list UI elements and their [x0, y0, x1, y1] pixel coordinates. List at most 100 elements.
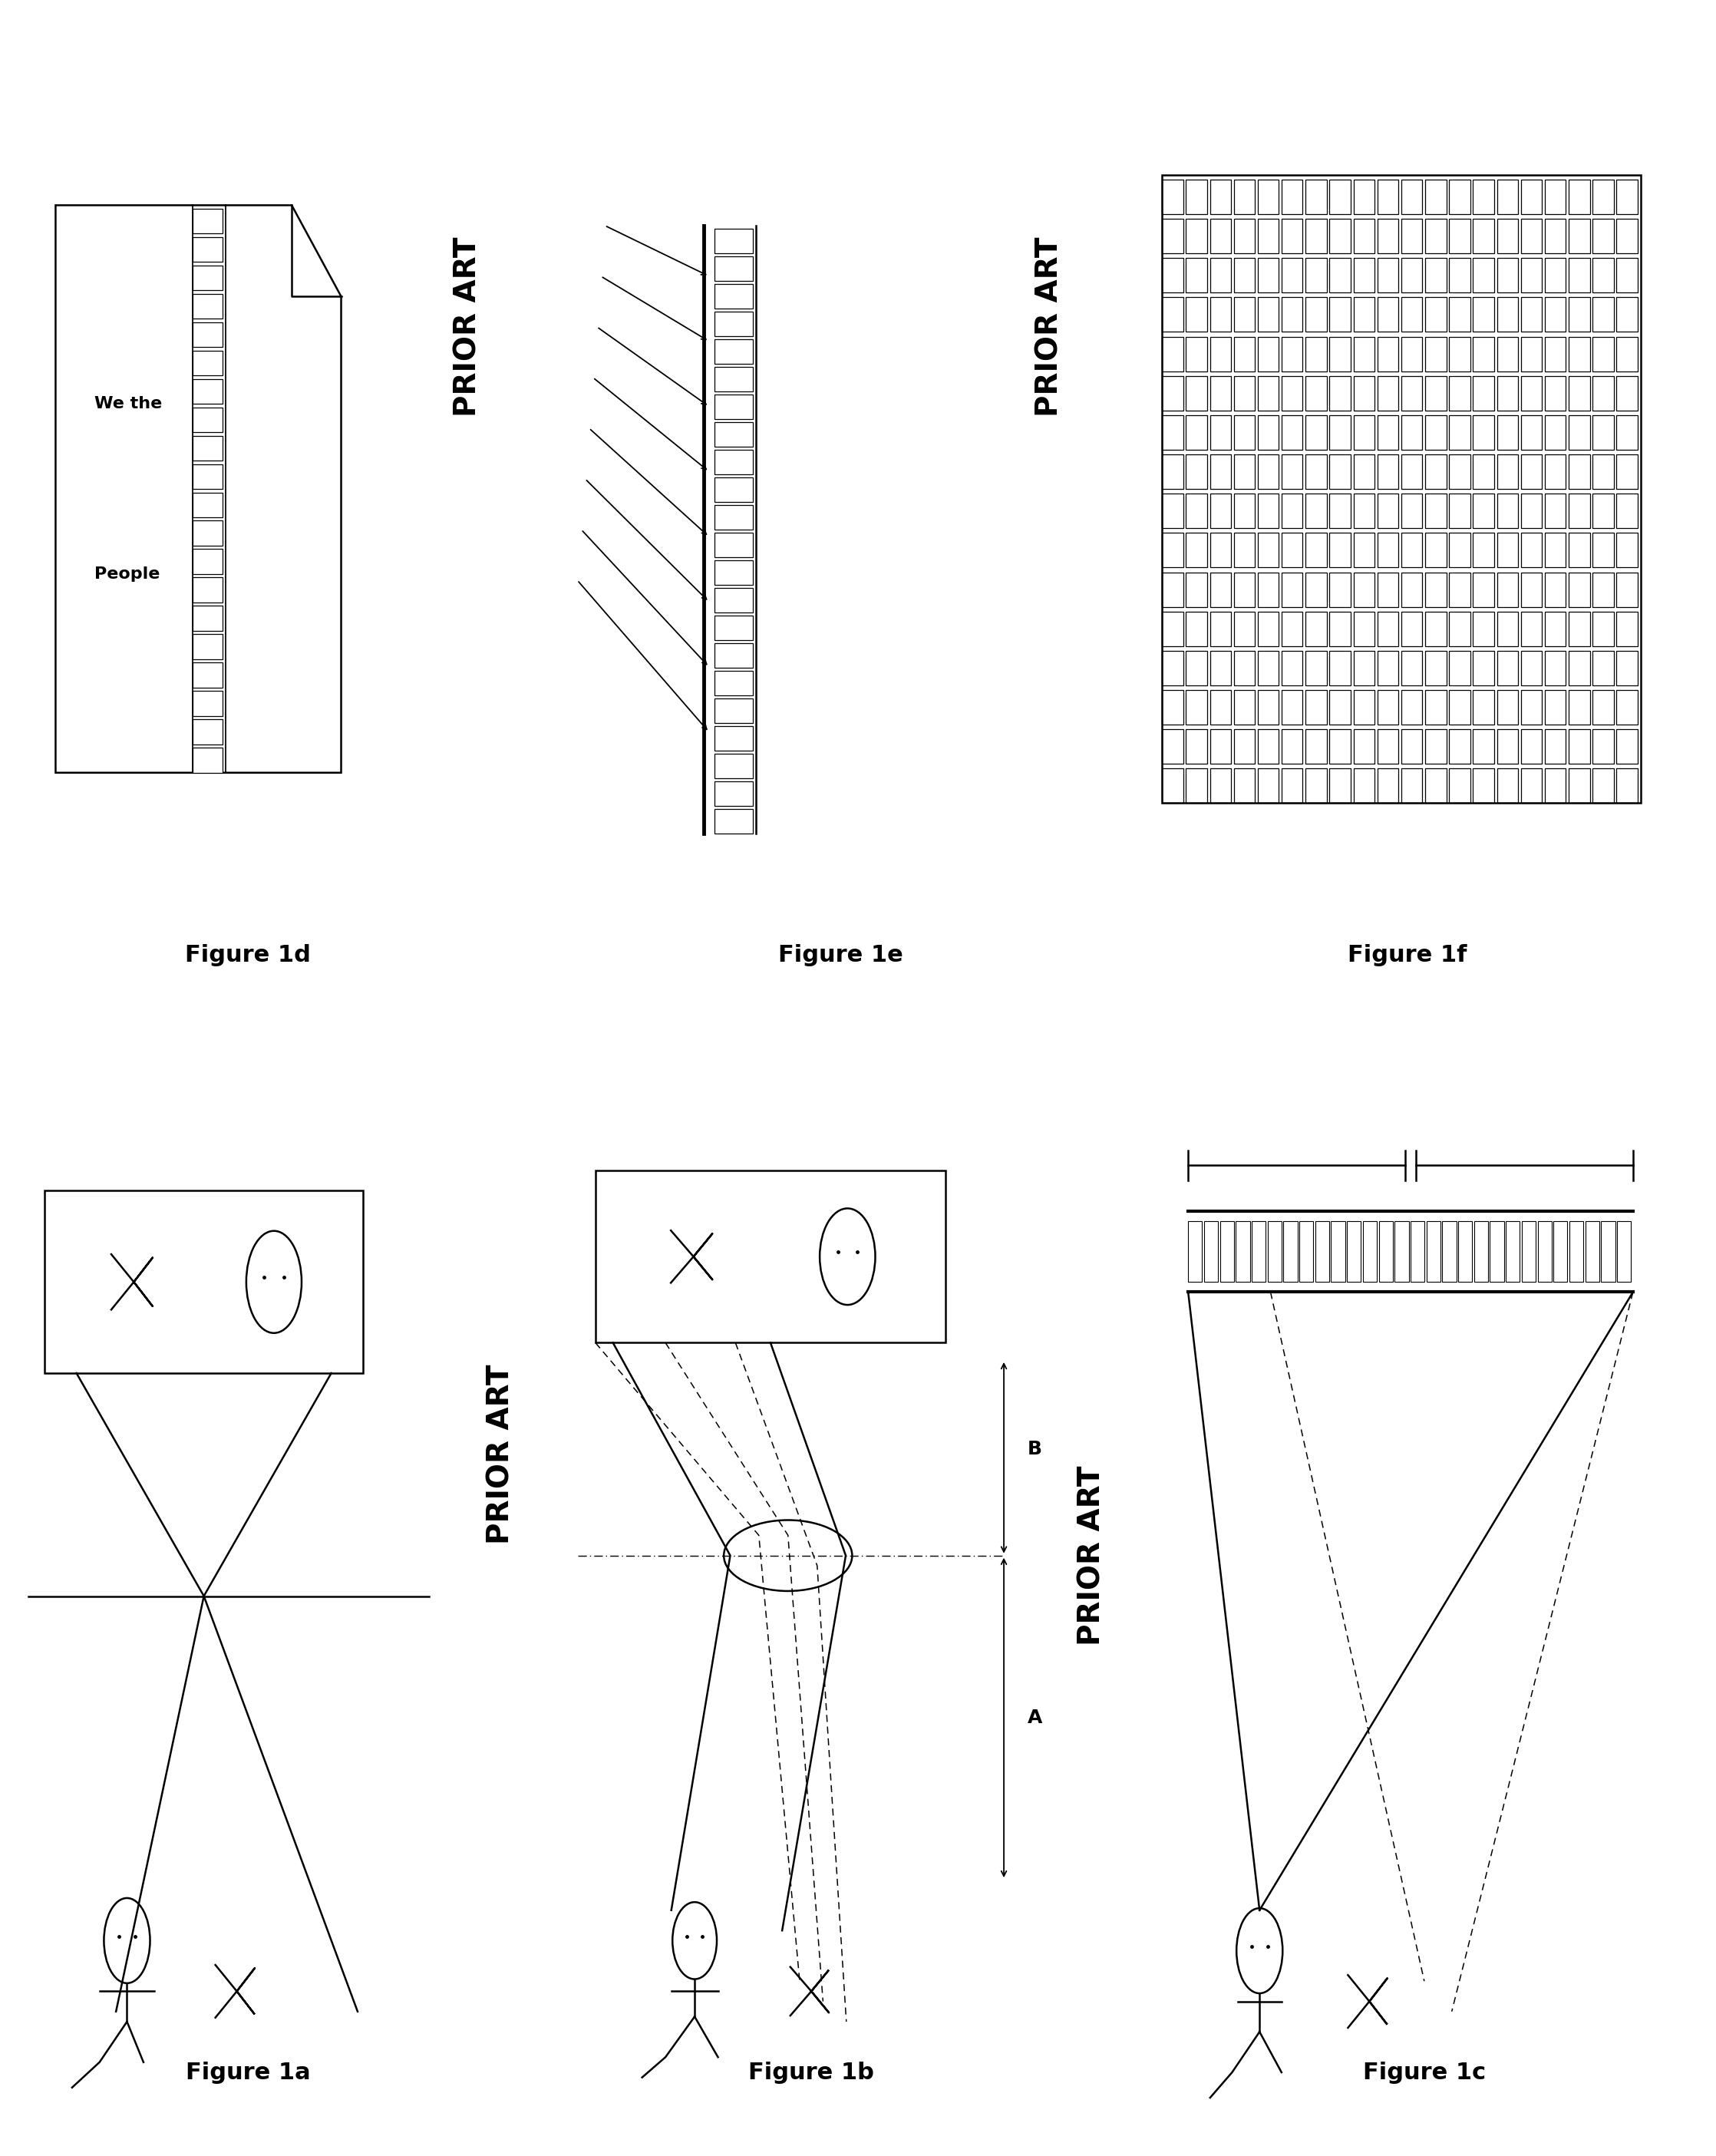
Bar — [1402, 336, 1423, 371]
Bar — [1426, 612, 1447, 647]
Bar — [1234, 612, 1254, 647]
Bar — [1162, 729, 1182, 763]
Bar — [1544, 571, 1567, 606]
Bar — [1354, 455, 1375, 489]
Bar — [1186, 690, 1206, 724]
Bar — [1472, 416, 1495, 451]
Bar — [1186, 375, 1206, 410]
Bar — [1592, 533, 1613, 567]
Bar — [1496, 768, 1519, 802]
Bar — [1162, 455, 1182, 489]
Bar — [1210, 612, 1230, 647]
Bar — [1330, 455, 1350, 489]
Bar — [1520, 729, 1543, 763]
Bar — [1448, 298, 1471, 332]
Bar — [1354, 336, 1375, 371]
Bar — [1187, 1220, 1203, 1283]
Bar — [1210, 768, 1230, 802]
Bar — [1616, 1220, 1630, 1283]
Bar — [1472, 612, 1495, 647]
Bar — [1592, 571, 1613, 606]
Bar — [1330, 494, 1350, 528]
Bar — [1236, 1220, 1249, 1283]
Bar — [1354, 179, 1375, 213]
Bar — [1258, 533, 1278, 567]
Bar — [1402, 298, 1423, 332]
Bar — [1210, 218, 1230, 254]
Bar — [1186, 494, 1206, 528]
Bar — [1186, 259, 1206, 293]
Bar — [1162, 375, 1182, 410]
Bar — [1426, 179, 1447, 213]
Bar — [1568, 494, 1589, 528]
Bar — [1472, 494, 1495, 528]
Bar — [1234, 729, 1254, 763]
Bar — [1448, 729, 1471, 763]
Bar — [1205, 1220, 1218, 1283]
Bar — [1570, 1220, 1584, 1283]
Bar — [1395, 1220, 1409, 1283]
Bar — [714, 505, 753, 530]
Bar — [1544, 259, 1567, 293]
Bar — [1426, 1220, 1440, 1283]
Bar — [1268, 1220, 1282, 1283]
Bar — [1210, 494, 1230, 528]
Bar — [1616, 612, 1637, 647]
Bar — [1234, 455, 1254, 489]
Bar — [1258, 336, 1278, 371]
Bar — [1234, 298, 1254, 332]
Bar — [1459, 1220, 1472, 1283]
Bar — [1210, 651, 1230, 686]
Bar — [1496, 416, 1519, 451]
Bar — [1378, 571, 1399, 606]
Bar — [1426, 651, 1447, 686]
Bar — [1306, 571, 1326, 606]
Bar — [1568, 375, 1589, 410]
Bar — [1616, 416, 1637, 451]
Text: Figure 1a: Figure 1a — [185, 2061, 311, 2083]
Bar — [1210, 533, 1230, 567]
Text: Figure 1c: Figure 1c — [1363, 2061, 1486, 2083]
Bar — [1496, 218, 1519, 254]
Bar — [192, 492, 223, 517]
Bar — [1282, 375, 1302, 410]
Bar — [1258, 375, 1278, 410]
Bar — [1234, 651, 1254, 686]
Bar — [1507, 1220, 1520, 1283]
Bar — [1402, 690, 1423, 724]
Bar — [1306, 533, 1326, 567]
Bar — [1616, 336, 1637, 371]
Text: PRIOR ART: PRIOR ART — [486, 1365, 515, 1544]
Bar — [1472, 336, 1495, 371]
Bar — [1448, 336, 1471, 371]
Bar — [1186, 179, 1206, 213]
Bar — [1448, 533, 1471, 567]
Bar — [1426, 455, 1447, 489]
Bar — [1354, 651, 1375, 686]
Bar — [1496, 298, 1519, 332]
Bar — [1282, 494, 1302, 528]
Bar — [1402, 179, 1423, 213]
Bar — [714, 395, 753, 418]
Bar — [1162, 690, 1182, 724]
Bar — [1258, 729, 1278, 763]
Bar — [1306, 494, 1326, 528]
Text: B: B — [1028, 1440, 1042, 1457]
Bar — [1284, 1220, 1297, 1283]
Bar — [1330, 375, 1350, 410]
Bar — [1520, 571, 1543, 606]
Bar — [1544, 336, 1567, 371]
Bar — [1354, 612, 1375, 647]
Bar — [1186, 612, 1206, 647]
Bar — [714, 313, 753, 336]
Bar — [1330, 336, 1350, 371]
Bar — [1472, 651, 1495, 686]
Bar — [1162, 494, 1182, 528]
Bar — [1402, 259, 1423, 293]
Bar — [1162, 651, 1182, 686]
Bar — [192, 321, 223, 347]
Bar — [1520, 768, 1543, 802]
Bar — [192, 237, 223, 263]
Bar — [1363, 1220, 1376, 1283]
Bar — [192, 265, 223, 291]
